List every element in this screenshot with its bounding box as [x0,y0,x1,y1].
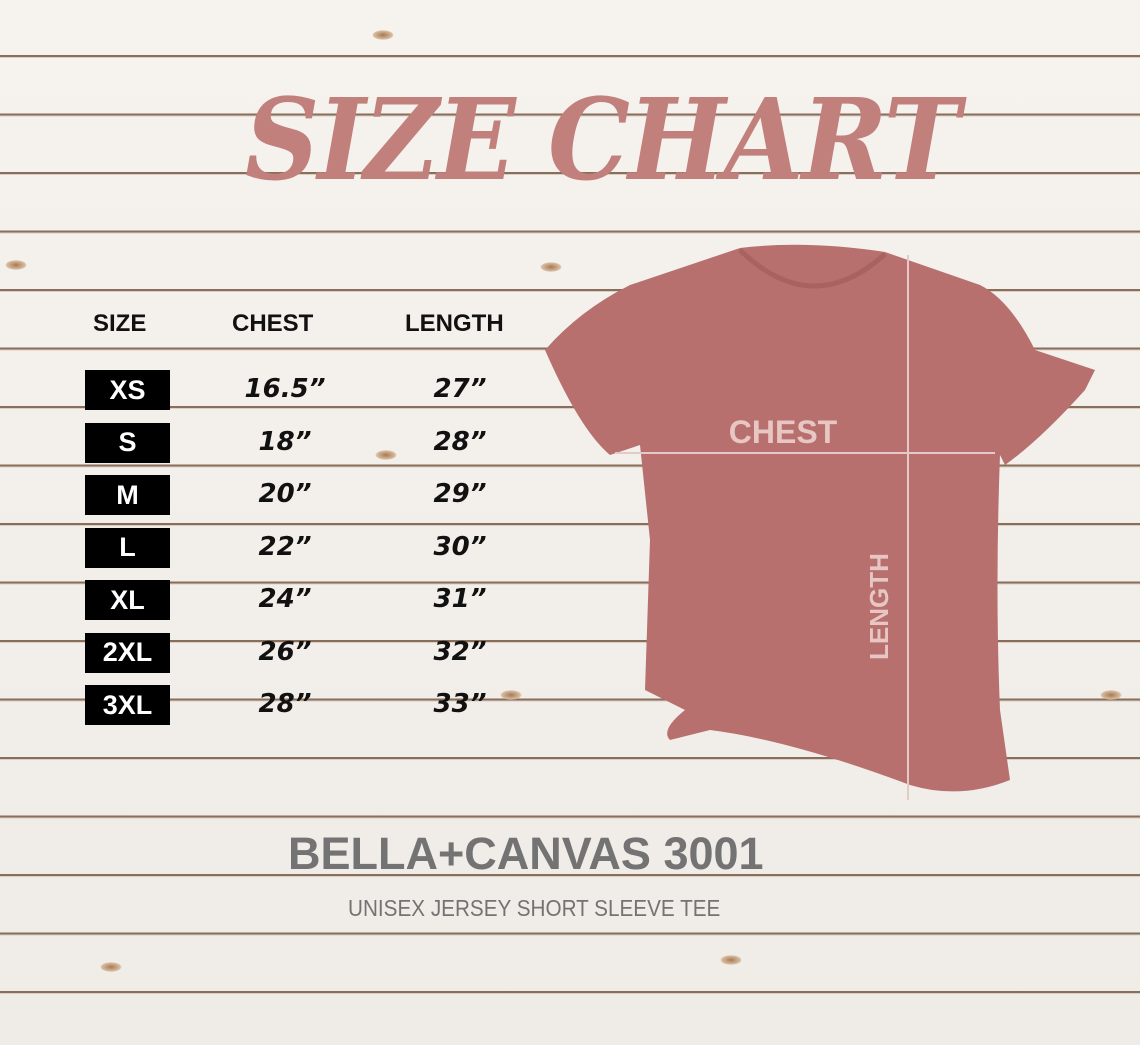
chest-value: 28” [258,689,312,719]
wood-knot [375,450,397,460]
header-size: SIZE [93,310,147,337]
brand-name: BELLA+CANVAS 3001 [288,828,764,879]
chest-label: CHEST [729,414,838,450]
size-label: S [85,422,170,463]
length-value: 27” [433,374,487,404]
size-label: M [85,475,170,515]
chest-value: 24” [258,584,312,614]
chest-value: 18” [258,426,312,457]
chest-value: 20” [258,479,312,509]
wood-knot [5,260,27,270]
length-label: LENGTH [864,553,894,660]
size-label: L [85,527,170,568]
header-length: LENGTH [405,310,504,337]
product-subtitle: UNISEX JERSEY SHORT SLEEVE TEE [348,895,721,921]
header-chest: CHEST [232,310,314,337]
length-value: 30” [433,531,487,562]
chest-value: 22” [258,531,312,562]
chest-value: 16.5” [244,374,326,404]
wood-knot [540,262,562,272]
wood-knot [1100,690,1122,700]
size-label: 2XL [85,632,170,673]
wood-knot [500,690,522,700]
length-value: 29” [433,479,487,509]
wood-knot [100,962,122,972]
length-value: 33” [433,689,487,719]
tshirt-body [545,244,1095,792]
wood-knot [720,955,742,965]
length-value: 28” [433,426,487,457]
chest-value: 26” [258,636,312,667]
length-value: 32” [433,636,487,667]
size-label: 3XL [85,685,170,725]
size-label: XL [85,580,170,620]
wood-knot [372,30,394,40]
tshirt-illustration: CHEST LENGTH [545,244,1095,800]
size-label: XS [85,370,170,410]
page-title: SIZE CHART [245,75,960,206]
length-value: 31” [433,584,487,614]
